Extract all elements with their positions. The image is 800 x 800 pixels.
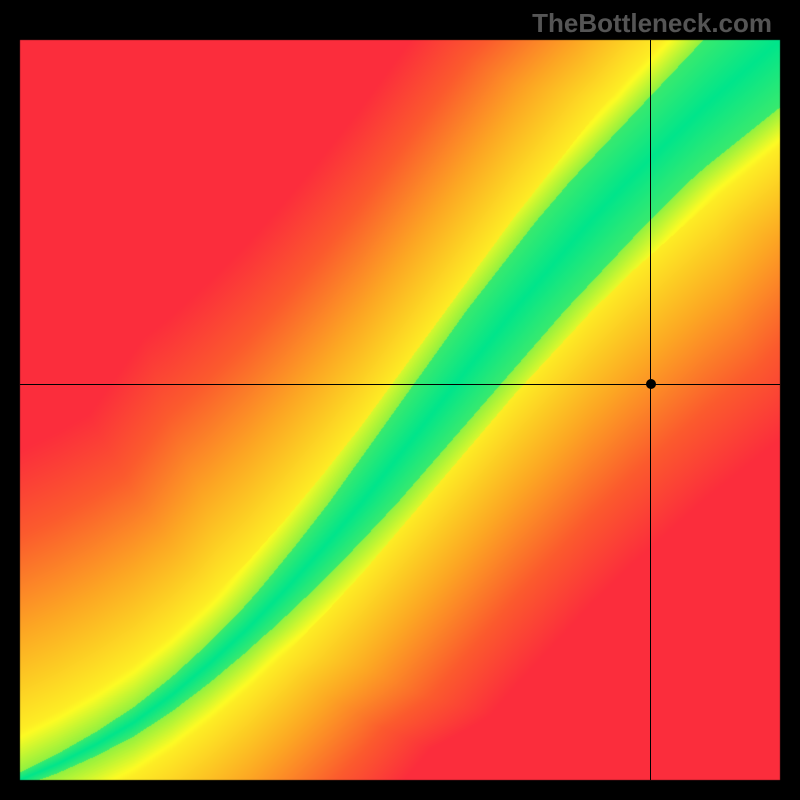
bottleneck-heatmap (0, 0, 800, 800)
watermark-text: TheBottleneck.com (532, 8, 772, 39)
crosshair-horizontal (20, 384, 780, 385)
chart-container: { "watermark": { "text": "TheBottleneck.… (0, 0, 800, 800)
crosshair-vertical (650, 40, 651, 780)
crosshair-marker-dot (646, 379, 656, 389)
